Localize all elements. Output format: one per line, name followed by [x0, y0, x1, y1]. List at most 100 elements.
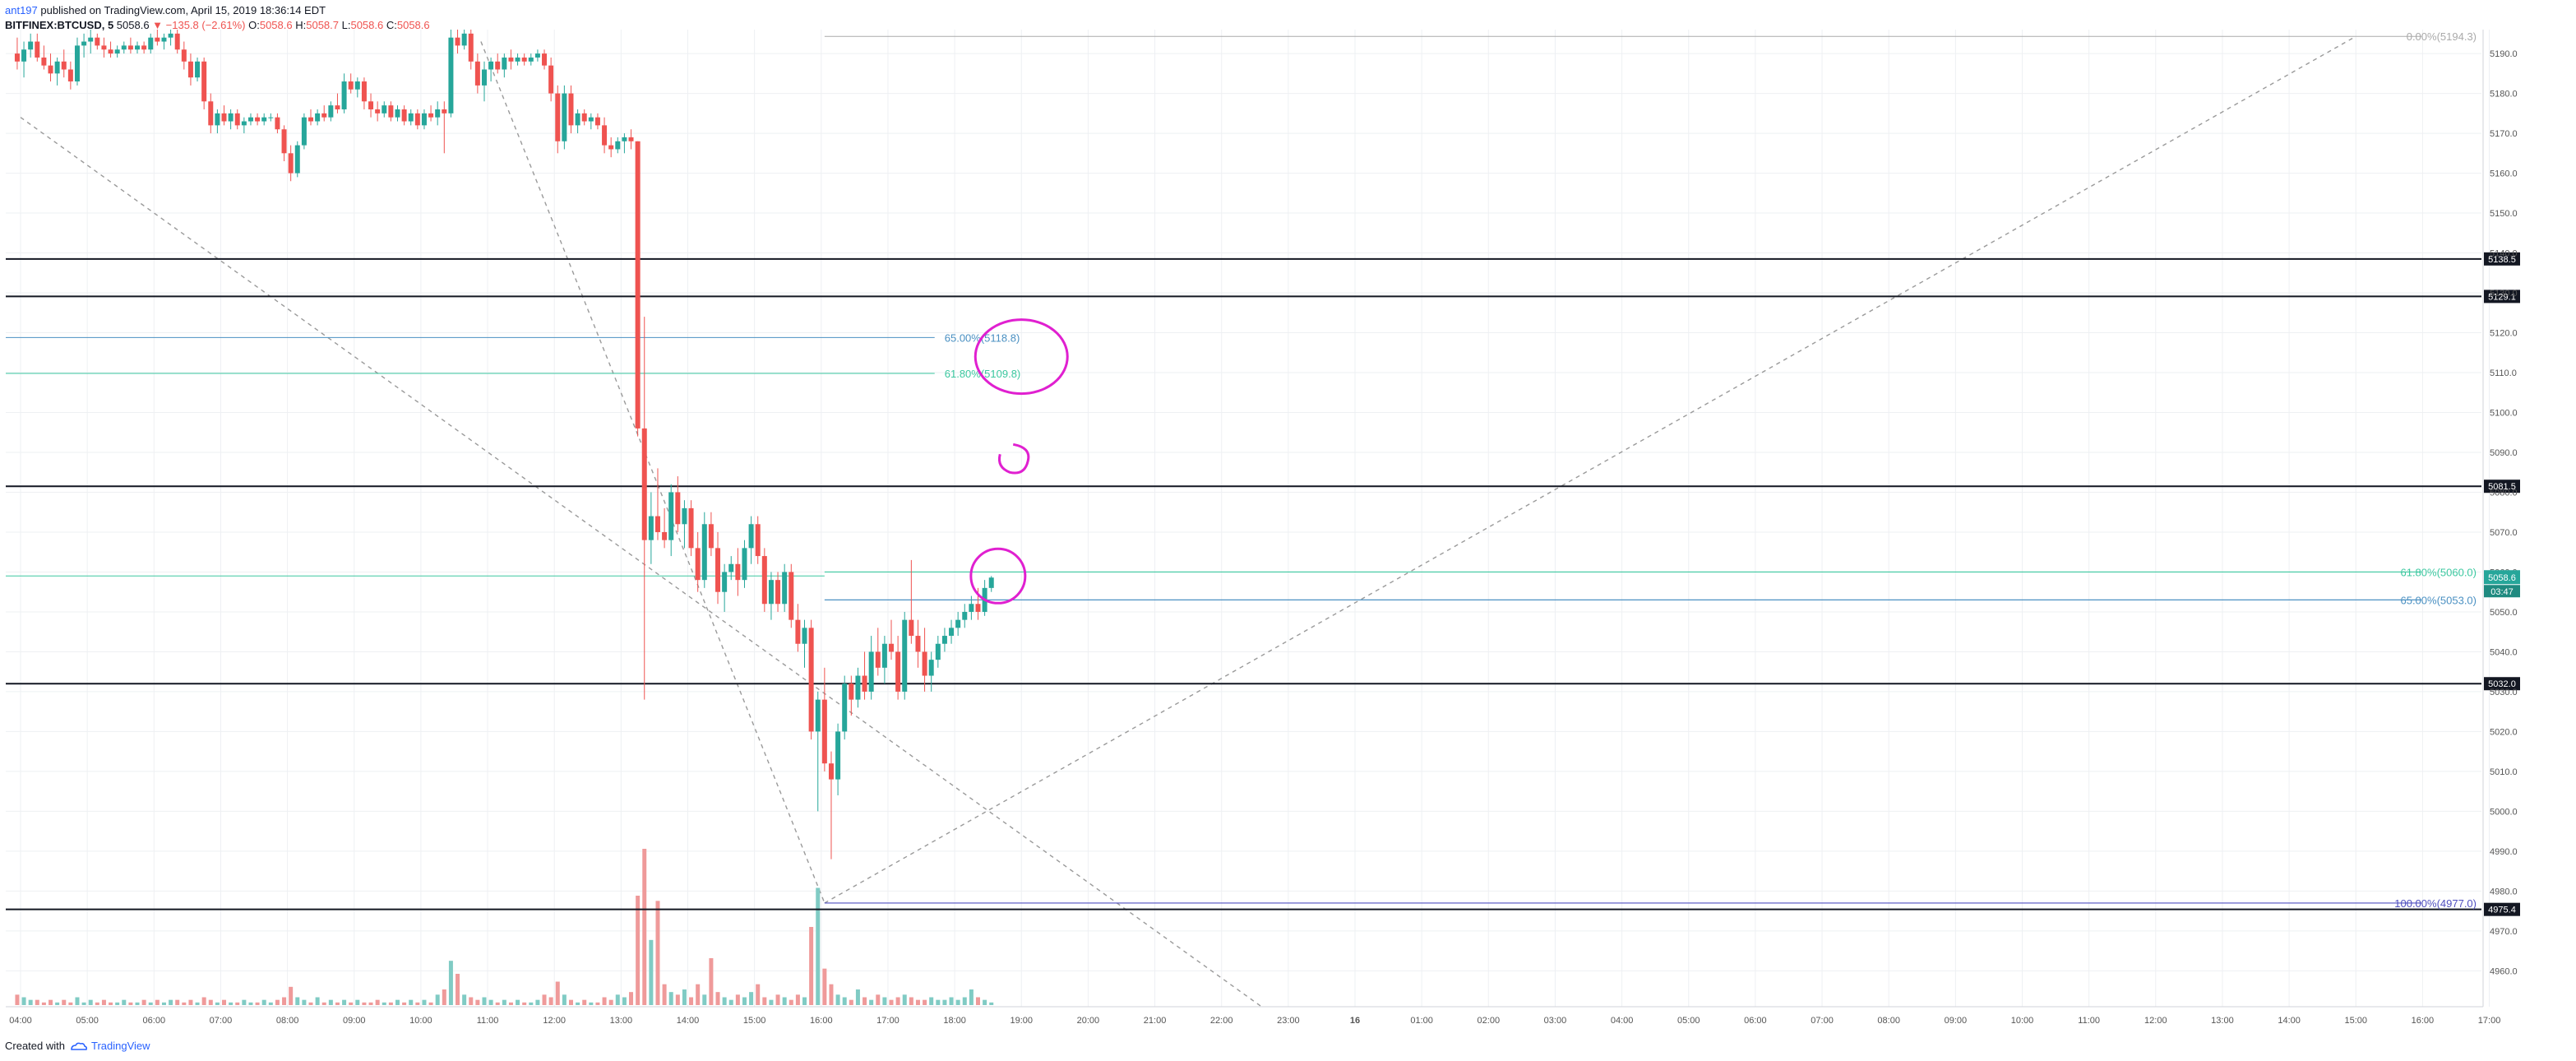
- low-label: L:: [339, 19, 351, 31]
- candle-body: [61, 61, 67, 70]
- author-link[interactable]: ant197: [5, 4, 38, 16]
- volume-bar: [889, 999, 894, 1005]
- volume-bar: [762, 997, 767, 1005]
- candle-body: [288, 153, 294, 174]
- candle-body: [615, 141, 621, 150]
- candle-body: [101, 45, 107, 50]
- candle-body: [849, 683, 854, 700]
- volume-bar: [802, 997, 807, 1005]
- candle-body: [308, 117, 314, 122]
- x-tick-label: 04:00: [9, 1016, 32, 1026]
- x-tick-label: 15:00: [743, 1016, 766, 1026]
- candle-body: [201, 61, 207, 102]
- y-tick-label: 5170.0: [2490, 129, 2518, 139]
- volume-bar: [909, 997, 913, 1005]
- candle-body: [108, 49, 113, 54]
- candle-body: [208, 101, 214, 126]
- volume-bar: [863, 997, 867, 1005]
- horizontal-levels[interactable]: 5138.5 5129.1 5081.5 5032.0 4975.4: [6, 252, 2520, 916]
- annotation-circle-small[interactable]: [969, 547, 1027, 605]
- volume-bar: [222, 999, 227, 1005]
- volume-bar: [529, 1002, 534, 1005]
- candle-body: [14, 53, 20, 62]
- candle-body: [542, 53, 548, 66]
- candle-body: [141, 45, 147, 50]
- x-tick-label: 10:00: [409, 1016, 432, 1026]
- volume-bar: [582, 999, 587, 1005]
- candle-body: [247, 117, 253, 122]
- candle-body: [795, 619, 801, 644]
- candle-body: [461, 33, 467, 46]
- volume-bar: [35, 999, 39, 1005]
- candle-body: [488, 61, 494, 70]
- tradingview-brand[interactable]: TradingView: [90, 1040, 150, 1052]
- trend-line-fib-rise: [824, 35, 2356, 904]
- volume-bar: [362, 1002, 367, 1005]
- x-tick-label: 15:00: [2344, 1016, 2367, 1026]
- fib-retracements[interactable]: 65.00%(5118.8)61.80%(5109.8)0.00%(5194.3…: [6, 30, 2477, 910]
- candle-body: [761, 556, 767, 605]
- candle-body: [789, 572, 794, 620]
- level-price-tag-label: 5129.1: [2488, 292, 2516, 302]
- volume-bar: [49, 999, 53, 1005]
- x-tick-label: 16:00: [2412, 1016, 2435, 1026]
- candle-body: [682, 507, 687, 525]
- candle-body: [722, 572, 728, 592]
- x-tick-label: 17:00: [2478, 1016, 2501, 1026]
- volume-bar: [929, 997, 934, 1005]
- candle-body: [395, 109, 400, 118]
- y-tick-label: 5050.0: [2490, 608, 2518, 618]
- volume-bar: [775, 994, 780, 1005]
- candle-body: [928, 660, 934, 676]
- candle-body: [949, 628, 955, 637]
- created-with-label: Created with: [5, 1040, 65, 1052]
- x-tick-label: 22:00: [1210, 1016, 1233, 1026]
- fib-level-label-right: 61.80%(5060.0): [2400, 566, 2477, 578]
- level-price-tag-label: 5081.5: [2488, 482, 2516, 492]
- x-tick-label: 17:00: [876, 1016, 900, 1026]
- annotation-scribble[interactable]: [998, 442, 1030, 475]
- x-tick-label: 13:00: [610, 1016, 633, 1026]
- candle-body: [881, 643, 887, 668]
- volume-bar: [469, 997, 474, 1005]
- candle-body: [808, 628, 814, 732]
- tradingview-cloud-icon: [71, 1042, 87, 1050]
- annotations[interactable]: [969, 318, 1069, 605]
- volume-bar: [456, 974, 460, 1005]
- y-tick-label: 5180.0: [2490, 90, 2518, 100]
- candle-body: [588, 117, 594, 122]
- volume-bar: [508, 1002, 513, 1005]
- high-label: H:: [292, 19, 307, 31]
- volume-bar: [795, 994, 800, 1005]
- volume-bar: [488, 999, 493, 1005]
- level-price-tag: [2484, 902, 2520, 916]
- volume-bar: [682, 989, 687, 1005]
- candle-body: [375, 109, 381, 114]
- volume-bar: [28, 999, 33, 1005]
- volume-bar: [822, 968, 827, 1005]
- y-tick-label: 5190.0: [2490, 49, 2518, 59]
- volume-bar: [535, 999, 540, 1005]
- candle-body: [975, 604, 981, 612]
- symbol-label[interactable]: BITFINEX:BTCUSD, 5: [5, 19, 114, 31]
- candle-body: [875, 651, 881, 668]
- candle-body: [922, 651, 927, 676]
- candle-body: [555, 93, 561, 141]
- volume-bar: [662, 984, 667, 1005]
- volume-bar: [702, 994, 707, 1005]
- candle-body: [448, 37, 454, 114]
- volume-bar: [756, 984, 761, 1005]
- close-label: C:: [383, 19, 397, 31]
- volume-bar: [128, 1002, 133, 1005]
- candle-body: [862, 675, 867, 692]
- candle-body: [495, 61, 501, 70]
- grid: [6, 30, 2490, 1007]
- volume-bar: [809, 927, 814, 1005]
- candle-body: [161, 37, 167, 42]
- annotation-circle-large[interactable]: [974, 318, 1069, 396]
- volume-bar: [122, 999, 127, 1005]
- trend-line-fib-drop: [480, 41, 826, 904]
- y-tick-label: 5150.0: [2490, 209, 2518, 219]
- y-tick-label: 4960.0: [2490, 966, 2518, 976]
